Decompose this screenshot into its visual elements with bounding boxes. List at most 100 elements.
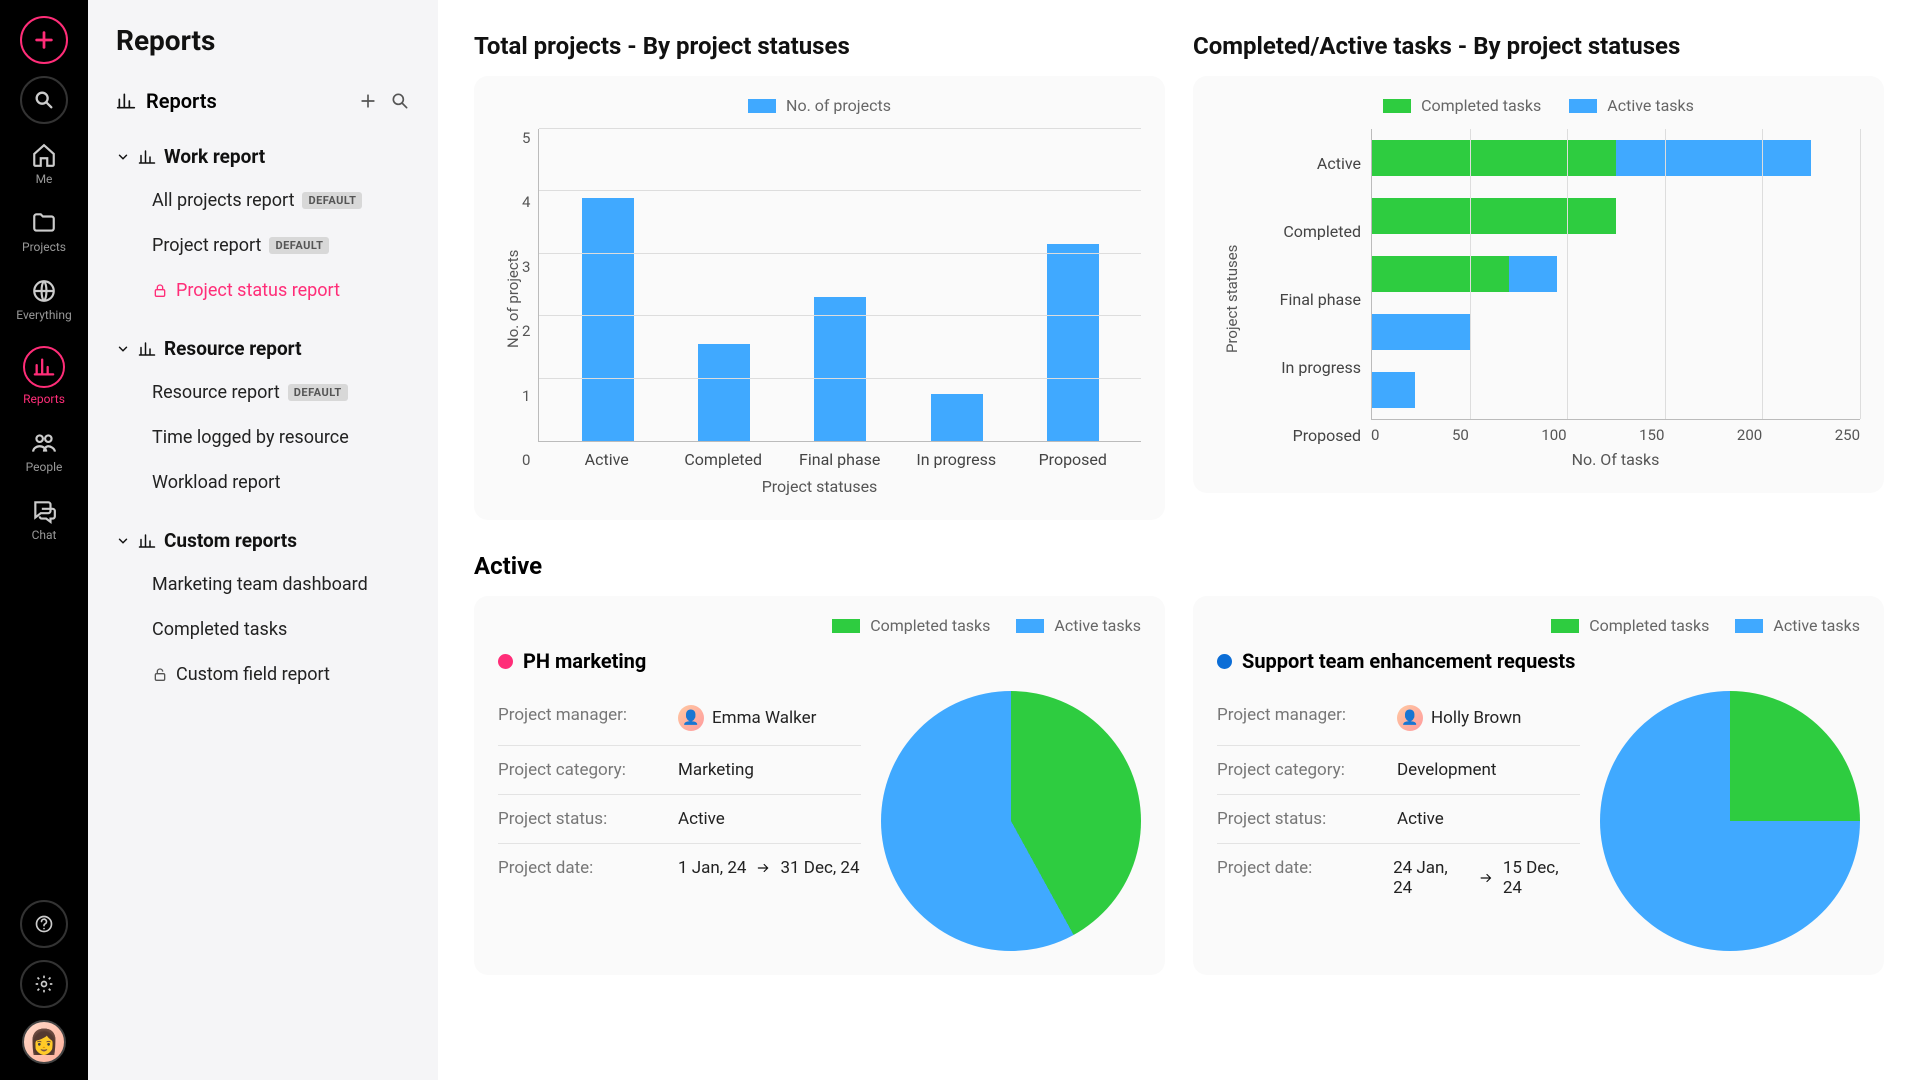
hbar-row xyxy=(1372,372,1860,408)
chart2-title: Completed/Active tasks - By project stat… xyxy=(1193,32,1884,60)
ylabel: Completed xyxy=(1283,222,1361,241)
meta-row-manager: Project manager:👤Emma Walker xyxy=(498,691,861,746)
ylabel: In progress xyxy=(1281,358,1361,377)
legend-label: Active tasks xyxy=(1054,616,1141,635)
rail-item-reports[interactable]: Reports xyxy=(23,340,65,412)
tree-item-label: Resource report xyxy=(152,382,280,403)
xtick: 0 xyxy=(1371,426,1379,444)
chart2-xlabels: 050100150200250 xyxy=(1371,420,1860,444)
ytick: 0 xyxy=(522,451,530,469)
chart2-card: Completed tasks Active tasks Project sta… xyxy=(1193,76,1884,493)
tree-item-label: Marketing team dashboard xyxy=(152,574,368,595)
arrow-right-icon xyxy=(1477,871,1495,885)
chart-icon xyxy=(116,91,136,111)
project-dot xyxy=(1217,654,1232,669)
project-card: Completed tasksActive tasksSupport team … xyxy=(1193,596,1884,975)
meta-row-date: Project date:24 Jan, 24 15 Dec, 24 xyxy=(1217,844,1580,912)
project-name: PH marketing xyxy=(523,649,646,673)
chart1-legend: No. of projects xyxy=(498,96,1141,115)
hbar-row xyxy=(1372,140,1860,176)
rail-item-chat[interactable]: Chat xyxy=(31,492,57,548)
tree-item[interactable]: Project status report xyxy=(104,268,422,313)
rail-label: People xyxy=(26,460,63,474)
tree-item-label: Project status report xyxy=(176,280,340,301)
legend-label: No. of projects xyxy=(786,96,891,115)
bar xyxy=(931,394,983,441)
meta-label: Project status: xyxy=(1217,809,1397,829)
settings-button[interactable] xyxy=(20,960,68,1008)
nav-rail: Me Projects Everything Reports People Ch… xyxy=(0,0,88,1080)
rail-item-projects[interactable]: Projects xyxy=(22,204,66,260)
xlabel: Active xyxy=(548,450,665,469)
meta-row-category: Project category:Marketing xyxy=(498,746,861,795)
avatar-icon: 👤 xyxy=(1397,705,1423,731)
tree-item[interactable]: Workload report xyxy=(104,460,422,505)
chevron-down-icon xyxy=(116,534,130,548)
tree-item-label: Time logged by resource xyxy=(152,427,349,448)
project-legend: Completed tasks Active tasks xyxy=(498,616,1141,635)
search-icon xyxy=(390,91,410,111)
tree-group-title[interactable]: Work report xyxy=(104,135,422,178)
tree-group-label: Resource report xyxy=(164,337,302,360)
hbar-seg-completed xyxy=(1372,198,1616,234)
project-card: Completed tasks Active tasks PH marketing P… xyxy=(474,596,1165,975)
sidebar: Reports Reports Work reportAll projects … xyxy=(88,0,438,1080)
tree-item[interactable]: Time logged by resource xyxy=(104,415,422,460)
tree-item[interactable]: All projects reportDEFAULT xyxy=(104,178,422,223)
ylabel: Active xyxy=(1317,154,1361,173)
rail-item-people[interactable]: People xyxy=(26,424,63,480)
tree-item-label: Project report xyxy=(152,235,261,256)
legend-item: Active tasks xyxy=(1735,616,1860,635)
rail-item-me[interactable]: Me xyxy=(31,136,57,192)
bar xyxy=(698,344,750,441)
globe-icon xyxy=(31,278,57,304)
tree-item[interactable]: Project reportDEFAULT xyxy=(104,223,422,268)
gear-icon xyxy=(34,974,54,994)
tree-group-title[interactable]: Resource report xyxy=(104,327,422,370)
tree-item-label: All projects report xyxy=(152,190,294,211)
user-avatar[interactable]: 👩 xyxy=(22,1020,66,1064)
hbar-row xyxy=(1372,256,1860,292)
rail-item-everything[interactable]: Everything xyxy=(16,272,71,328)
chart-icon xyxy=(138,532,156,550)
ylabel: Proposed xyxy=(1293,426,1361,445)
add-report-button[interactable] xyxy=(358,91,378,111)
tree-group-title[interactable]: Custom reports xyxy=(104,519,422,562)
rail-label: Reports xyxy=(23,392,65,406)
tree-item[interactable]: Completed tasks xyxy=(104,607,422,652)
rail-label: Me xyxy=(36,172,53,186)
legend-label: Active tasks xyxy=(1607,96,1694,115)
rail-label: Projects xyxy=(22,240,66,254)
chart1-card: No. of projects No. of projects 543210 A… xyxy=(474,76,1165,520)
tree-group-label: Custom reports xyxy=(164,529,297,552)
bar xyxy=(814,297,866,441)
meta-value: Marketing xyxy=(678,760,754,780)
legend-swatch xyxy=(1383,99,1411,113)
tree-item[interactable]: Resource report DEFAULT xyxy=(104,370,422,415)
tree-item[interactable]: Marketing team dashboard xyxy=(104,562,422,607)
sidebar-root[interactable]: Reports xyxy=(116,89,217,113)
search-button[interactable] xyxy=(20,76,68,124)
legend-item: Active tasks xyxy=(1569,96,1694,115)
hbar-row xyxy=(1372,314,1860,350)
folder-icon xyxy=(31,210,57,236)
ytick: 3 xyxy=(522,258,530,276)
project-pie xyxy=(881,691,1141,951)
legend-swatch xyxy=(832,619,860,633)
tree-item[interactable]: Custom field report xyxy=(104,652,422,697)
default-badge: DEFAULT xyxy=(288,384,348,401)
tree-item-label: Completed tasks xyxy=(152,619,287,640)
legend-item: Completed tasks xyxy=(832,616,990,635)
arrow-right-icon xyxy=(754,861,772,875)
search-reports-button[interactable] xyxy=(390,91,410,111)
add-button[interactable] xyxy=(20,16,68,64)
lock-icon xyxy=(152,283,168,299)
legend-label: Completed tasks xyxy=(1421,96,1541,115)
sidebar-root-label: Reports xyxy=(146,89,217,113)
help-button[interactable] xyxy=(20,900,68,948)
meta-label: Project manager: xyxy=(498,705,678,731)
page-title: Reports xyxy=(104,24,422,57)
meta-value: 1 Jan, 24 31 Dec, 24 xyxy=(678,858,860,878)
chart2-plot: Project statuses ActiveCompletedFinal ph… xyxy=(1217,129,1860,469)
meta-label: Project date: xyxy=(1217,858,1393,898)
